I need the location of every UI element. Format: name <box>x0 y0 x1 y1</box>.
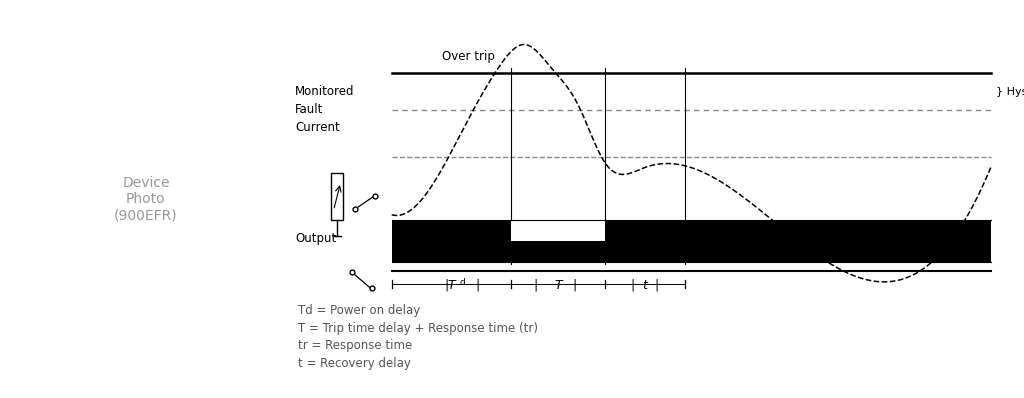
Bar <box>604 220 991 262</box>
Text: t = Recovery delay: t = Recovery delay <box>299 357 412 370</box>
Text: t: t <box>642 279 647 292</box>
Text: |: | <box>572 279 577 292</box>
Bar <box>511 241 604 262</box>
Text: d: d <box>460 278 465 287</box>
Bar <box>331 173 343 220</box>
Text: tr = Response time: tr = Response time <box>299 339 413 352</box>
Text: |: | <box>475 279 479 292</box>
Bar <box>391 220 511 262</box>
Text: Device
Photo
(900EFR): Device Photo (900EFR) <box>114 176 178 222</box>
Text: T: T <box>554 279 562 292</box>
Text: Monitored
Fault
Current: Monitored Fault Current <box>295 86 354 135</box>
Text: T: T <box>447 279 456 292</box>
Text: |: | <box>534 279 539 292</box>
Text: Td = Power on delay: Td = Power on delay <box>299 304 421 317</box>
Text: Output: Output <box>295 232 337 245</box>
Text: Over trip: Over trip <box>441 50 495 63</box>
Bar <box>511 220 604 241</box>
Text: |: | <box>631 279 635 292</box>
Text: |: | <box>444 279 449 292</box>
Text: T = Trip time delay + Response time (tr): T = Trip time delay + Response time (tr) <box>299 322 539 335</box>
Text: } Hysteresis: } Hysteresis <box>996 87 1024 97</box>
Text: |: | <box>654 279 658 292</box>
